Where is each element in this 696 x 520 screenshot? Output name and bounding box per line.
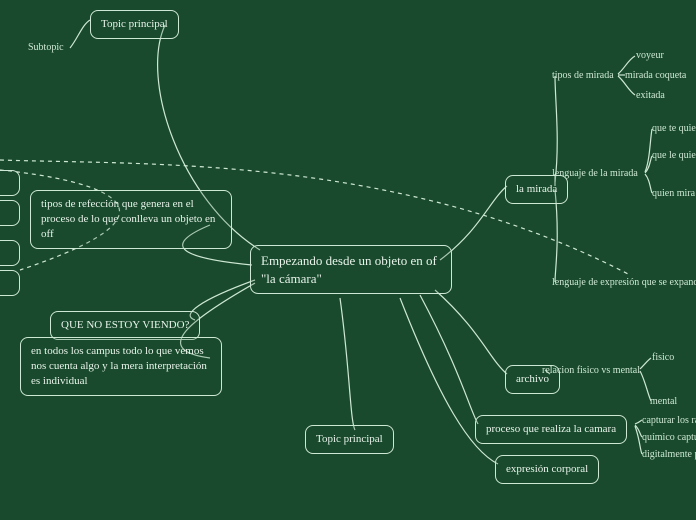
stub-0	[0, 170, 20, 196]
node-mental: mental	[650, 396, 677, 407]
node-quieres: que le quiere	[652, 150, 696, 161]
stub-1	[0, 200, 20, 226]
node-que[interactable]: QUE NO ESTOY VIENDO?	[50, 311, 200, 340]
node-quiere: que te quiere	[652, 123, 696, 134]
node-exitada: exitada	[636, 90, 665, 101]
node-corporal[interactable]: expresión corporal	[495, 455, 599, 484]
edge-subtopic-topic1	[70, 20, 90, 48]
node-topic2[interactable]: Topic principal	[305, 425, 394, 454]
edge-rel_fm-fisico	[640, 358, 651, 369]
node-quimico: químico captur	[642, 432, 696, 443]
node-leng_exp: lenguaje de expresión que se expande	[552, 277, 696, 288]
edge-lenguaje_mirada-mira_a	[645, 174, 652, 193]
edge-proceso-capturar	[635, 420, 642, 424]
node-tipos_mirada: tipos de mirada	[552, 70, 614, 81]
edge-central-que	[190, 280, 255, 320]
node-campus[interactable]: en todos los campus todo lo que vemos no…	[20, 337, 222, 396]
edge-central-proceso	[420, 295, 478, 424]
node-mira_a: quien mira a	[652, 188, 696, 199]
node-proceso[interactable]: proceso que realiza la camara	[475, 415, 627, 444]
edge-central-topic2	[340, 298, 355, 430]
edge-mirada-tipos_mirada	[555, 76, 557, 182]
edge-lenguaje_mirada-quiere	[645, 129, 652, 172]
central-topic[interactable]: Empezando desde un objeto en of "la cáma…	[250, 245, 452, 294]
edge-lenguaje_mirada-quieres	[645, 156, 652, 173]
stub-2	[0, 240, 20, 266]
edge-proceso-quimico	[635, 425, 642, 437]
node-capturar: capturar los ra	[642, 415, 696, 426]
node-reflex[interactable]: tipos de refección que genera en el proc…	[30, 190, 232, 249]
node-subtopic: Subtopic	[28, 42, 64, 53]
node-voyeur: voyeur	[636, 50, 664, 61]
node-lenguaje_mirada: lenguaje de la mirada	[552, 168, 638, 179]
stub-3	[0, 270, 20, 296]
node-rel_fm: relacion fisico vs mental	[542, 365, 640, 376]
edge-proceso-digital	[635, 426, 642, 454]
node-fisico: fisico	[652, 352, 674, 363]
node-mirada[interactable]: la mirada	[505, 175, 568, 204]
node-topic1[interactable]: Topic principal	[90, 10, 179, 39]
node-coqueta: mirada coqueta	[625, 70, 686, 81]
node-digital: digitalmente p	[642, 449, 696, 460]
edge-central-archivo	[435, 290, 507, 374]
